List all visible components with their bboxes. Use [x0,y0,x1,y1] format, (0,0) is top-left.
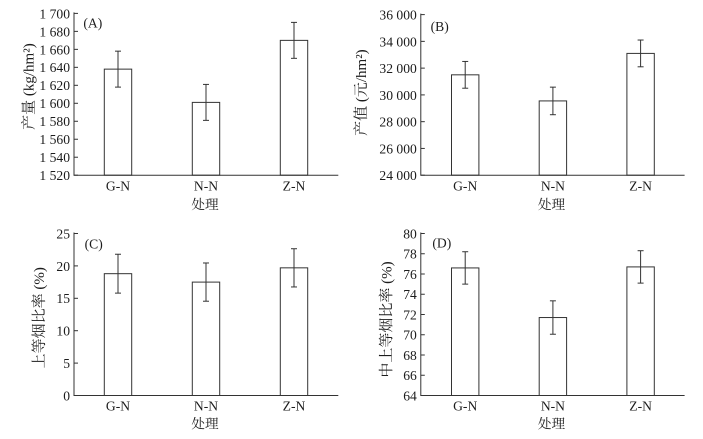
svg-text:N-N: N-N [541,179,565,194]
svg-text:15: 15 [56,291,70,306]
svg-text:70: 70 [403,328,417,343]
svg-text:(: ( [354,97,370,106]
svg-text:N-N: N-N [541,398,565,413]
svg-text:(%): (%) [32,267,48,293]
svg-text:1 540: 1 540 [39,150,70,165]
svg-text:(kg/hm²): (kg/hm²) [22,43,38,100]
svg-text:N-N: N-N [194,179,218,194]
svg-text:64: 64 [403,388,417,403]
svg-text:20: 20 [56,259,70,274]
svg-text:5: 5 [63,356,70,371]
svg-text:Z-N: Z-N [629,398,652,413]
svg-text:28 000: 28 000 [379,115,417,130]
svg-text:Z-N: Z-N [283,179,306,194]
svg-text:(C): (C) [85,237,103,253]
svg-text:76: 76 [403,267,417,282]
svg-text:68: 68 [403,348,417,363]
svg-text:G-N: G-N [453,398,477,413]
svg-text:(B): (B) [431,19,449,35]
svg-text:1 600: 1 600 [39,96,70,111]
svg-text:24 000: 24 000 [379,168,417,183]
svg-text:30 000: 30 000 [379,88,417,103]
svg-text:0: 0 [63,388,70,403]
svg-text:G-N: G-N [106,179,130,194]
svg-text:72: 72 [403,307,417,322]
svg-text:80: 80 [403,226,417,241]
svg-text:Z-N: Z-N [629,179,652,194]
svg-text:(D): (D) [432,235,451,251]
svg-text:74: 74 [403,287,417,302]
svg-text:Z-N: Z-N [283,398,306,413]
svg-text:G-N: G-N [106,398,130,413]
svg-text:1 640: 1 640 [39,60,70,75]
svg-text:1 680: 1 680 [39,24,70,39]
svg-text:26 000: 26 000 [379,141,417,156]
svg-text:/hm²): /hm²) [354,49,370,82]
svg-text:25: 25 [56,226,70,241]
svg-text:34 000: 34 000 [379,34,417,49]
svg-text:66: 66 [403,368,417,383]
svg-text:78: 78 [403,247,417,262]
svg-text:10: 10 [56,324,70,339]
svg-text:(A): (A) [83,15,102,31]
svg-text:1 620: 1 620 [39,78,70,93]
svg-text:1 520: 1 520 [39,168,70,183]
svg-text:1 700: 1 700 [39,6,70,21]
svg-text:32 000: 32 000 [379,61,417,76]
svg-text:1 580: 1 580 [39,114,70,129]
svg-text:(%): (%) [379,261,395,287]
svg-text:1 660: 1 660 [39,42,70,57]
svg-text:G-N: G-N [453,179,477,194]
svg-text:N-N: N-N [194,398,218,413]
svg-text:1 560: 1 560 [39,132,70,147]
svg-text:36 000: 36 000 [379,8,417,23]
